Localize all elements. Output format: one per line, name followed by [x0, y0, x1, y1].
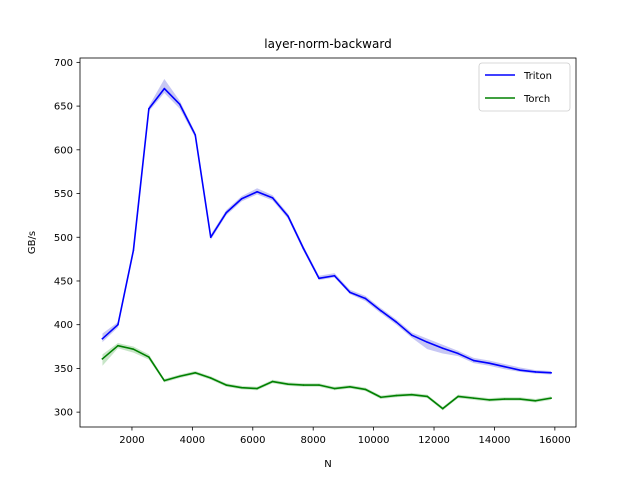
point-triton — [457, 352, 459, 355]
point-torch — [395, 394, 398, 397]
point-torch — [256, 387, 258, 390]
point-torch — [194, 371, 197, 374]
point-triton — [117, 323, 119, 326]
x-tick-label: 16000 — [539, 435, 571, 446]
x-axis-label: N — [324, 459, 331, 470]
x-tick-label: 8000 — [300, 435, 325, 446]
y-tick-label: 700 — [54, 58, 73, 69]
point-torch — [349, 385, 351, 388]
y-tick-label: 400 — [54, 320, 73, 331]
y-tick-label: 500 — [54, 233, 73, 244]
line-triton — [101, 87, 552, 374]
point-torch — [240, 386, 243, 389]
x-tick-label: 14000 — [479, 435, 511, 446]
point-torch — [472, 397, 475, 399]
series-lines — [101, 87, 552, 410]
point-triton — [534, 371, 537, 373]
point-torch — [380, 396, 382, 399]
point-torch — [534, 399, 537, 402]
point-torch — [426, 395, 429, 398]
point-torch — [132, 348, 135, 350]
x-tick-label: 10000 — [358, 435, 390, 446]
point-triton — [519, 369, 521, 371]
point-triton — [550, 371, 552, 374]
point-torch — [101, 358, 104, 360]
point-triton — [349, 291, 351, 294]
x-tick-label: 6000 — [240, 435, 265, 446]
point-triton — [426, 341, 429, 343]
point-triton — [472, 359, 475, 362]
point-triton — [163, 87, 166, 90]
point-triton — [302, 247, 305, 250]
point-triton — [101, 337, 104, 340]
point-triton — [364, 297, 367, 300]
point-triton — [333, 274, 336, 277]
line-torch — [101, 344, 552, 410]
point-torch — [318, 384, 320, 386]
point-triton — [410, 334, 413, 336]
plot-area — [80, 58, 576, 427]
y-tick-label: 350 — [54, 364, 73, 375]
y-tick-label: 550 — [54, 189, 73, 200]
point-triton — [287, 215, 289, 218]
point-torch — [179, 375, 181, 378]
legend-label-triton: Triton — [523, 71, 552, 82]
point-triton — [194, 134, 197, 136]
point-torch — [225, 384, 227, 386]
point-torch — [163, 379, 166, 382]
point-torch — [488, 399, 490, 401]
x-tick-label: 12000 — [418, 435, 450, 446]
point-triton — [132, 249, 135, 252]
point-torch — [333, 387, 336, 390]
point-torch — [503, 398, 506, 400]
point-torch — [457, 395, 459, 398]
point-torch — [364, 388, 367, 391]
x-tick-label: 4000 — [180, 435, 205, 446]
point-triton — [148, 107, 150, 110]
y-tick-label: 600 — [54, 145, 73, 156]
legend: Triton Torch — [478, 62, 571, 112]
point-triton — [318, 277, 320, 280]
x-axis-ticks: 2000 4000 6000 8000 10000 12000 14000 16000 — [119, 427, 571, 446]
point-triton — [271, 197, 274, 199]
x-tick-label: 2000 — [119, 435, 144, 446]
point-triton — [503, 365, 506, 368]
y-tick-label: 300 — [54, 408, 73, 419]
point-triton — [380, 309, 382, 312]
point-triton — [225, 211, 227, 214]
chart-title: layer-norm-backward — [264, 37, 391, 51]
point-torch — [441, 407, 444, 410]
y-tick-label: 450 — [54, 276, 73, 287]
plot-frame — [79, 57, 577, 428]
y-axis-label: GB/s — [27, 231, 38, 254]
legend-label-torch: Torch — [523, 94, 550, 105]
y-tick-label: 650 — [54, 102, 73, 113]
point-torch — [519, 398, 521, 400]
point-torch — [302, 384, 305, 386]
point-torch — [410, 393, 413, 396]
point-triton — [488, 362, 490, 364]
point-torch — [148, 356, 150, 358]
point-triton — [209, 236, 212, 239]
point-torch — [117, 344, 119, 347]
point-torch — [550, 397, 552, 399]
y-axis-ticks: 300 350 400 450 500 550 600 650 700 — [54, 58, 80, 419]
point-torch — [287, 383, 289, 385]
point-torch — [271, 380, 274, 383]
point-torch — [209, 377, 212, 379]
point-triton — [240, 197, 243, 200]
point-triton — [441, 347, 444, 350]
point-triton — [179, 103, 181, 106]
point-triton — [256, 190, 258, 193]
point-triton — [395, 321, 398, 323]
